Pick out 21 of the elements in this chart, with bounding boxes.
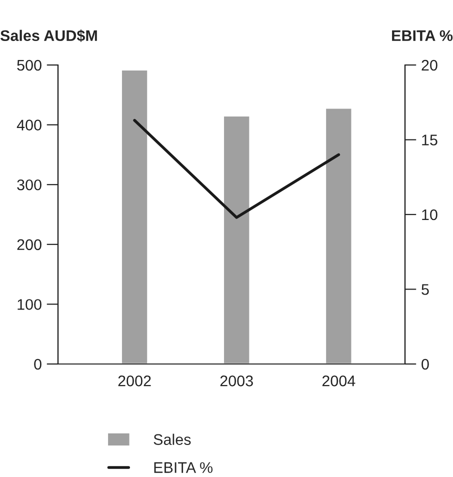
y2-tick-label: 10 — [422, 209, 438, 220]
y2-tick-label: 20 — [422, 60, 438, 71]
y-tick-label: 400 — [16, 120, 42, 130]
x-tick-label: 2002 — [118, 376, 151, 386]
y2-tick-label: 5 — [422, 284, 429, 295]
legend-label: EBITA % — [154, 462, 213, 473]
y-tick-label: 200 — [17, 239, 42, 250]
bar — [222, 115, 251, 364]
bar — [120, 69, 149, 364]
y-tick-label: 500 — [17, 60, 42, 71]
y-tick-label: 0 — [34, 358, 42, 370]
y-axis-title: Sales AUD$M — [0, 30, 97, 42]
y2-axis-title: EBITA % — [392, 30, 453, 42]
legend-label: Sales — [154, 434, 191, 445]
y2-tick-label: 0 — [422, 358, 429, 370]
y2-tick-label: 15 — [422, 134, 438, 146]
x-tick-label: 2004 — [322, 376, 356, 386]
bar — [324, 107, 353, 364]
y-tick-label: 300 — [17, 179, 42, 190]
x-tick-label: 2003 — [220, 376, 253, 386]
y-tick-label: 100 — [18, 299, 42, 310]
